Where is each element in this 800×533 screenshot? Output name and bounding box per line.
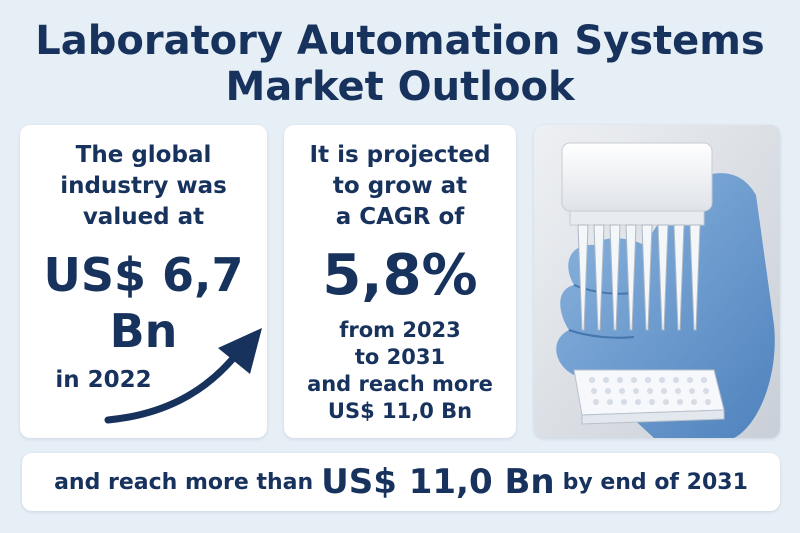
value-intro-text: The global industry was valued at bbox=[20, 140, 267, 233]
banner-amount: US$ 11,0 Bn bbox=[321, 462, 555, 502]
market-value-amount: US$ 6,7 Bn bbox=[20, 247, 267, 359]
growth-intro-line-1: It is projected bbox=[309, 142, 491, 168]
growth-rate-card: It is projected to grow at a CAGR of 5,8… bbox=[284, 125, 516, 438]
market-value-amount-line-1: US$ 6,7 bbox=[43, 248, 244, 302]
market-value-year: in 2022 bbox=[55, 367, 152, 393]
title-line-2: Market Outlook bbox=[225, 64, 575, 110]
title-line-1: Laboratory Automation Systems bbox=[35, 18, 765, 64]
growth-intro-text: It is projected to grow at a CAGR of bbox=[284, 140, 516, 233]
page-title: Laboratory Automation Systems Market Out… bbox=[0, 18, 800, 110]
growth-intro-line-2: to grow at bbox=[332, 173, 468, 199]
value-intro-line-1: The global bbox=[75, 142, 212, 168]
value-intro-line-2: industry was bbox=[60, 173, 227, 199]
trend-up-arrow-icon bbox=[104, 328, 262, 424]
growth-period-end: to 2031 bbox=[354, 345, 446, 369]
market-value-amount-line-2: Bn bbox=[109, 304, 178, 358]
summary-banner: and reach more than US$ 11,0 Bn by end o… bbox=[22, 453, 780, 511]
growth-intro-line-3: a CAGR of bbox=[335, 204, 465, 230]
value-intro-line-3: valued at bbox=[82, 204, 205, 230]
gloved-hand-pipette-icon bbox=[534, 125, 780, 438]
banner-suffix: by end of 2031 bbox=[562, 469, 748, 495]
market-value-card: The global industry was valued at US$ 6,… bbox=[20, 125, 267, 438]
banner-prefix: and reach more than bbox=[54, 469, 314, 495]
cagr-rate: 5,8% bbox=[322, 243, 478, 308]
growth-target-value: US$ 11,0 Bn bbox=[327, 399, 473, 423]
growth-reach-text: and reach more bbox=[307, 372, 493, 396]
lab-photo-card bbox=[534, 125, 780, 438]
growth-period-start: from 2023 bbox=[339, 318, 461, 342]
